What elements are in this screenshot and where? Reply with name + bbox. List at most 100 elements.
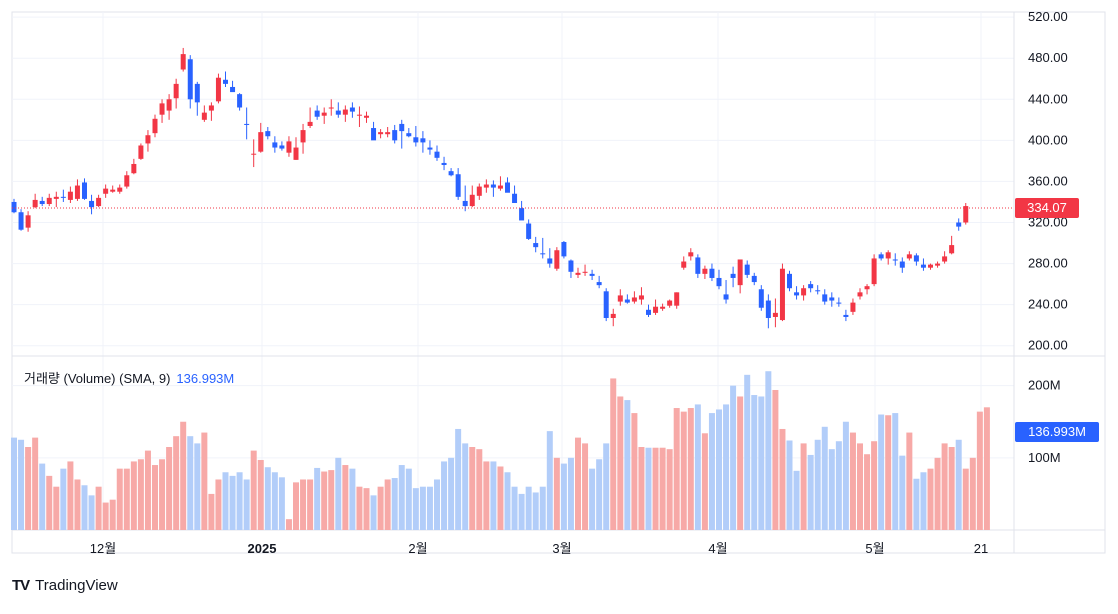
volume-bar [370,495,377,530]
candle-body [469,194,475,207]
candle-body [667,300,673,306]
volume-bar [948,447,955,530]
price-tick-label: 360.00 [1028,173,1068,188]
candle-body [230,86,236,93]
candle-body [794,292,800,296]
candle-body [244,123,250,125]
volume-bar [384,479,391,530]
volume-bar [278,477,285,530]
candle-body [145,135,151,144]
volume-bar [645,447,652,530]
volume-bar [525,486,532,530]
volume-legend-label: 거래량 (Volume) (SMA, 9) [24,371,171,386]
price-tick-label: 200.00 [1028,338,1068,353]
price-tick-label: 280.00 [1028,256,1068,271]
candle-body [251,153,257,155]
candle-body [568,260,574,272]
candle-body [857,292,863,297]
volume-bar [201,432,208,530]
candle-body [779,268,785,321]
candle-body [152,118,158,134]
volume-bar [962,468,969,530]
candle-body [815,290,821,292]
candle-body [547,258,553,264]
candle-body [589,273,595,276]
volume-bar [589,468,596,530]
volume-bar [60,468,67,530]
volume-bar [448,457,455,530]
volume-bar [716,409,722,530]
candle-body [187,59,193,100]
volume-bar [596,459,603,530]
candle-body [575,272,581,275]
volume-bar [673,408,680,530]
volume-bar [814,439,821,530]
candle-body [674,292,680,306]
volume-bar [455,428,462,530]
candle-body [949,245,955,254]
candle-body [82,182,87,199]
volume-bar [434,479,440,530]
candle-body [892,259,898,261]
candle-body [159,103,165,115]
volume-bar [264,467,271,530]
volume-bar [751,395,758,530]
candle-body [906,254,912,259]
candle-body [681,261,687,268]
candle-body [258,132,264,152]
volume-bar [885,415,892,530]
candle-body [293,147,299,160]
volume-bar [441,461,448,530]
volume-bar [229,475,236,530]
sma-value-label: 136.993M [1028,424,1086,439]
volume-bar [652,447,659,530]
volume-bar [180,421,187,530]
volume-bar [934,457,941,530]
candle-body [307,121,313,126]
tradingview-brand[interactable]: TV TradingView [12,577,118,594]
volume-bar [222,472,229,530]
volume-bar [546,431,553,530]
candle-body [512,193,518,203]
volume-bar [271,472,278,530]
volume-bar [314,467,321,530]
candle-body [850,302,856,312]
candle-body [392,130,398,141]
volume-bar [159,459,166,530]
volume-bar [257,459,264,530]
candle-body [695,257,701,274]
volume-bar [497,466,504,530]
tradingview-logo: TV [12,577,30,594]
volume-bar [483,461,490,530]
volume-bar [835,441,842,530]
candle-body [208,105,214,111]
volume-bar [913,478,920,530]
volume-bar [553,457,560,530]
volume-bar [335,457,342,530]
volume-legend: 거래량 (Volume) (SMA, 9) 136.993M [24,368,234,387]
candle-body [448,171,454,176]
candle-body [751,275,757,283]
candle-body [617,295,623,302]
candle-body [74,185,80,199]
last-price-badge [1015,198,1079,219]
candle-body [406,133,412,137]
candle-body [39,200,45,205]
candle-body [328,107,334,109]
candle-body [899,261,905,268]
candle-body [554,250,560,269]
price-tick-label: 400.00 [1028,132,1068,147]
candle-body [25,215,31,228]
candle-body [131,163,137,174]
volume-bar [899,455,906,530]
volume-bar [307,479,314,530]
sma-value-badge [1015,422,1099,442]
candle-body [822,294,828,302]
candle-body [11,201,17,213]
volume-bar [666,449,673,530]
candle-body [737,259,743,286]
volume-bar [321,471,328,530]
volume-bar [744,374,751,530]
